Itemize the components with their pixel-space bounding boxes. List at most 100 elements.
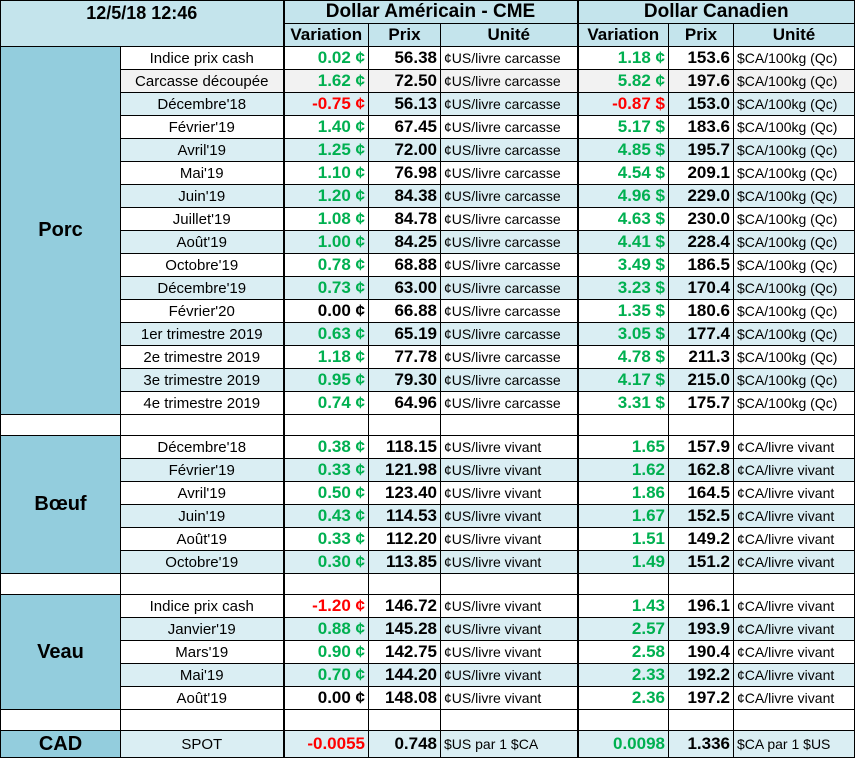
ca-unit: ¢CA/livre vivant: [733, 481, 855, 505]
data-row: Décembre'18 -0.75 ¢ 56.13 ¢US/livre carcass…: [1, 92, 855, 116]
us-unit: ¢US/livre carcasse: [440, 230, 578, 254]
us-price: 64.96: [368, 391, 441, 415]
row-label: Février'19: [120, 115, 284, 139]
ca-variation: 3.05 $: [576, 322, 669, 346]
ca-variation: 3.31 $: [576, 391, 669, 415]
us-price: 148.08: [368, 686, 441, 710]
empty-cell: [668, 709, 734, 731]
row-label: 4e trimestre 2019: [120, 391, 284, 415]
row-label: Juin'19: [120, 184, 284, 208]
ca-variation: 4.41 $: [576, 230, 669, 254]
us-unit: ¢US/livre vivant: [440, 504, 578, 528]
data-row: Avril'19 1.25 ¢ 72.00 ¢US/livre carcasse 4.8…: [1, 138, 855, 162]
us-variation: 0.88 ¢: [282, 617, 369, 641]
data-row: Février'20 0.00 ¢ 66.88 ¢US/livre carcasse 1…: [1, 299, 855, 323]
ca-variation: 1.67: [576, 504, 669, 528]
separator-row: [0, 709, 855, 731]
ca-unit: $CA/100kg (Qc): [733, 207, 855, 231]
data-row: Bœuf Décembre'18 0.38 ¢ 118.15 ¢US/livre viv…: [0, 435, 855, 574]
us-variation: 1.08 ¢: [282, 207, 369, 231]
us-unit: $US par 1 $CA: [440, 730, 578, 758]
us-price: 76.98: [368, 161, 441, 185]
empty-cell: [368, 414, 441, 436]
ca-price: 211.3: [668, 345, 734, 369]
ca-variation: 0.0098: [576, 730, 669, 758]
section-name: Bœuf: [0, 435, 121, 574]
us-price: 121.98: [368, 458, 441, 482]
empty-cell: [440, 573, 578, 595]
us-variation: 0.33 ¢: [282, 527, 369, 551]
ca-unit: $CA/100kg (Qc): [733, 46, 855, 70]
empty-cell: [282, 414, 369, 436]
us-variation: 1.00 ¢: [282, 230, 369, 254]
ca-unit: $CA/100kg (Qc): [733, 391, 855, 415]
us-price: 114.53: [368, 504, 441, 528]
us-unit: ¢US/livre carcasse: [440, 299, 578, 323]
us-variation: 1.10 ¢: [282, 161, 369, 185]
ca-unit: $CA/100kg (Qc): [733, 345, 855, 369]
us-unit: ¢US/livre carcasse: [440, 69, 578, 93]
ca-variation: 2.33: [576, 663, 669, 687]
us-title: Dollar Américain - CME: [282, 0, 578, 24]
data-row: Veau Indice prix cash -1.20 ¢ 146.72 ¢US/liv…: [0, 594, 855, 710]
us-unit: ¢US/livre carcasse: [440, 46, 578, 70]
ca-variation: 2.58: [576, 640, 669, 664]
ca-variation: 2.36: [576, 686, 669, 710]
data-row: Mars'19 0.90 ¢ 142.75 ¢US/livre vivant 2.58 1…: [1, 640, 855, 664]
separator-row: [0, 573, 855, 595]
empty-cell: [576, 709, 669, 731]
empty-cell: [0, 573, 121, 595]
us-price: 66.88: [368, 299, 441, 323]
us-variation: 1.40 ¢: [282, 115, 369, 139]
ca-price: 180.6: [668, 299, 734, 323]
us-unit: ¢US/livre vivant: [440, 481, 578, 505]
row-label: Février'19: [120, 458, 284, 482]
row-label: Décembre'18: [120, 92, 284, 116]
column-header: Unité: [440, 23, 578, 47]
us-unit: ¢US/livre carcasse: [440, 276, 578, 300]
column-header-row: Variation Prix Unité Variation Prix Unit…: [1, 23, 855, 47]
data-row: 3e trimestre 2019 0.95 ¢ 79.30 ¢US/livre ca…: [1, 368, 855, 392]
row-label: Décembre'19: [120, 276, 284, 300]
ca-price: 195.7: [668, 138, 734, 162]
us-unit: ¢US/livre carcasse: [440, 368, 578, 392]
us-unit: ¢US/livre carcasse: [440, 322, 578, 346]
ca-price: 164.5: [668, 481, 734, 505]
ca-unit: $CA/100kg (Qc): [733, 253, 855, 277]
us-price: 142.75: [368, 640, 441, 664]
data-row: Juillet'19 1.08 ¢ 84.78 ¢US/livre carcasse 4…: [1, 207, 855, 231]
empty-cell: [440, 709, 578, 731]
us-variation: 0.74 ¢: [282, 391, 369, 415]
us-variation: 0.38 ¢: [282, 435, 369, 459]
column-header: Variation: [282, 23, 369, 47]
header-row: 12/5/18 12:46 Dollar Américain - CME Dol…: [0, 0, 855, 47]
data-row: 4e trimestre 2019 0.74 ¢ 64.96 ¢US/livre ca…: [1, 391, 855, 415]
ca-price: 197.6: [668, 69, 734, 93]
us-unit: ¢US/livre carcasse: [440, 115, 578, 139]
column-header: Variation: [576, 23, 669, 47]
us-variation: 1.62 ¢: [282, 69, 369, 93]
ca-unit: $CA/100kg (Qc): [733, 230, 855, 254]
ca-variation: 1.49: [576, 550, 669, 574]
us-price: 84.25: [368, 230, 441, 254]
us-unit: ¢US/livre vivant: [440, 663, 578, 687]
us-variation: 0.30 ¢: [282, 550, 369, 574]
us-unit: ¢US/livre carcasse: [440, 184, 578, 208]
data-row: Décembre'19 0.73 ¢ 63.00 ¢US/livre carcasse…: [1, 276, 855, 300]
us-unit: ¢US/livre carcasse: [440, 92, 578, 116]
ca-unit: $CA/100kg (Qc): [733, 299, 855, 323]
us-unit: ¢US/livre vivant: [440, 550, 578, 574]
row-label: 3e trimestre 2019: [120, 368, 284, 392]
ca-unit: ¢CA/livre vivant: [733, 640, 855, 664]
row-label: Carcasse découpée: [120, 69, 284, 93]
ca-unit: $CA par 1 $US: [733, 730, 855, 758]
section-name: Veau: [0, 594, 121, 710]
ca-price: 196.1: [668, 594, 734, 618]
us-price: 113.85: [368, 550, 441, 574]
data-row: Mai'19 0.70 ¢ 144.20 ¢US/livre vivant 2.33 19…: [1, 663, 855, 687]
ca-variation: 1.62: [576, 458, 669, 482]
us-price: 68.88: [368, 253, 441, 277]
data-row: Juin'19 1.20 ¢ 84.38 ¢US/livre carcasse 4.96…: [1, 184, 855, 208]
ca-variation: -0.87 $: [576, 92, 669, 116]
row-label: Avril'19: [120, 481, 284, 505]
